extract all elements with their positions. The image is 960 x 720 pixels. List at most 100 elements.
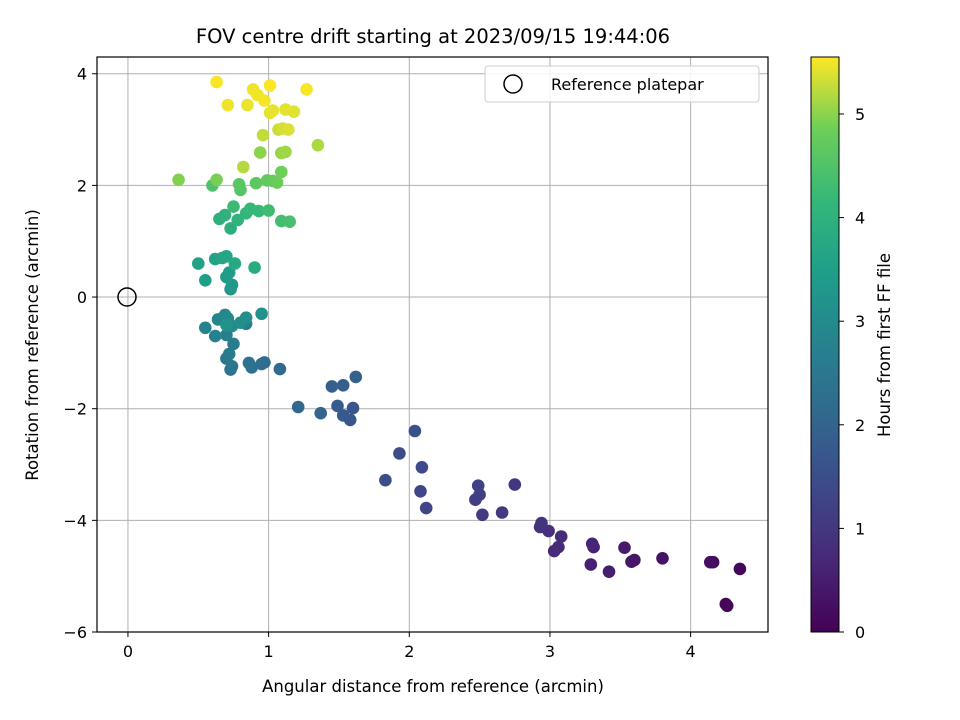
x-tick-label: 1 [264,642,274,661]
data-point [625,555,638,568]
data-point [476,508,489,522]
x-axis-label: Angular distance from reference (arcmin) [262,677,604,696]
data-point [408,424,422,438]
data-point [228,257,242,270]
data-point [252,204,266,218]
reference-platepar-marker [117,287,137,307]
data-point [222,347,236,361]
data-point [220,249,233,263]
data-point [253,146,267,159]
data-point [346,401,360,415]
data-point [262,204,275,217]
data-point [256,128,270,142]
data-point [733,562,747,576]
x-tick-label: 2 [404,642,414,661]
data-point [554,530,568,543]
data-point [291,400,305,414]
y-axis-ticks: −6 −4 −2 0 2 4 [63,65,97,642]
x-axis-ticks: 0 1 2 3 4 [123,632,696,661]
legend: Reference platepar [484,65,760,103]
data-point [199,274,212,287]
data-point [535,516,548,530]
data-point [248,261,261,274]
data-point [231,213,244,227]
data-points [172,75,747,613]
legend-marker [503,74,523,94]
y-tick-label: 2 [77,176,87,195]
data-point [279,145,292,159]
data-point [282,123,295,136]
data-point [172,173,185,187]
data-point [415,461,429,474]
colorbar-tick-label: 3 [855,312,865,331]
legend-entry-reference-platepar: Reference platepar [551,75,704,94]
data-point [237,160,250,174]
data-point [331,399,344,413]
y-tick-label: −6 [63,623,87,642]
x-tick-label: 0 [123,642,133,661]
colorbar-label: Hours from first FF file [875,253,894,437]
data-point [208,329,222,343]
data-point [218,208,232,222]
legend-box [484,65,760,103]
data-point [325,380,339,393]
data-point [224,222,237,235]
data-point [220,318,233,332]
chart-title: FOV centre drift starting at 2023/09/15 … [196,25,670,48]
y-tick-label: −4 [63,511,87,530]
data-point [414,485,427,498]
colorbar-tick-label: 1 [855,519,865,538]
data-point [270,176,284,189]
data-point [279,103,292,116]
data-point [227,200,240,213]
data-point [618,541,631,554]
data-point [275,165,288,179]
data-point [221,98,235,112]
data-point [241,98,254,112]
data-point [266,104,280,117]
data-point [255,357,268,371]
data-point [242,356,256,370]
data-point [255,307,268,321]
data-point [273,362,287,376]
data-point [656,552,669,565]
data-point [227,337,240,351]
colorbar-tick-label: 5 [855,105,865,124]
data-point [471,479,485,493]
data-point [249,176,263,190]
colorbar-tick-label: 4 [855,209,865,228]
x-tick-label: 3 [545,642,555,661]
data-point [311,138,325,152]
data-point [552,540,565,554]
data-point [379,473,392,487]
data-point [336,409,350,422]
y-axis-label: Rotation from reference (arcmin) [23,209,42,481]
data-point [704,555,717,569]
data-point [349,370,363,384]
colorbar-ticks: 0 1 2 3 4 5 [839,105,865,642]
data-point [258,94,271,107]
data-point [585,537,599,551]
data-point [263,79,277,92]
plot-frame [96,56,769,633]
data-point [393,447,406,460]
data-point [210,173,223,187]
y-tick-label: 4 [77,65,87,84]
data-point [495,506,509,519]
data-point [602,565,616,578]
data-point [192,257,205,270]
colorbar [810,56,840,633]
data-point [719,597,733,611]
data-point [508,478,522,491]
colorbar-tick-label: 2 [855,416,865,435]
data-point [300,83,313,96]
data-point [239,311,253,325]
y-tick-label: −2 [63,400,87,419]
data-point [584,558,598,571]
data-point [232,178,246,191]
x-tick-label: 4 [686,642,696,661]
data-point [199,321,212,335]
data-point [314,406,328,420]
y-tick-label: 0 [77,288,87,307]
